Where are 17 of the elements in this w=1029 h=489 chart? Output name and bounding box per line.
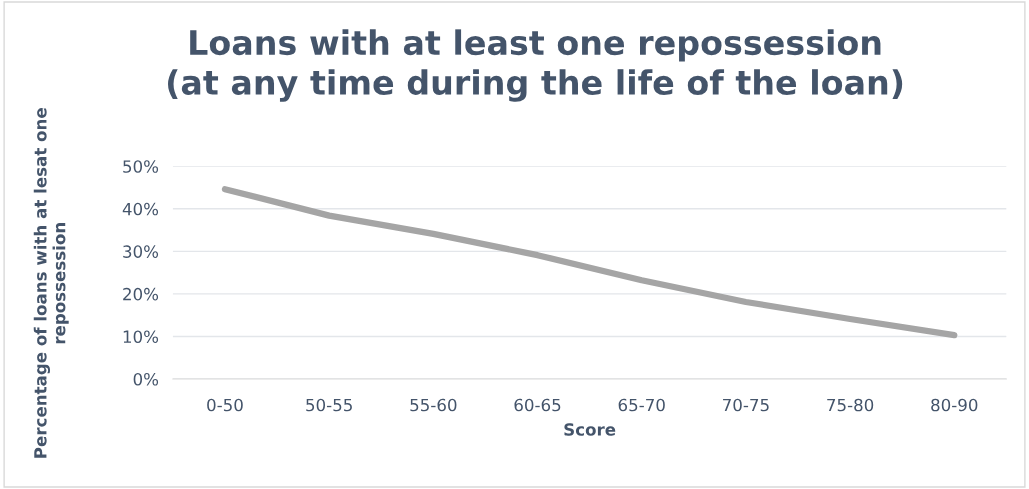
y-tick-label: 0% bbox=[133, 372, 159, 386]
y-tick-label: 50% bbox=[123, 160, 159, 173]
y-tick-label: 40% bbox=[122, 202, 159, 216]
x-tick-label: 55-60 bbox=[410, 398, 457, 412]
x-tick-label: 80-90 bbox=[931, 398, 978, 412]
x-tick-label: 50-55 bbox=[306, 398, 352, 412]
x-axis-title: Score bbox=[564, 423, 616, 436]
x-tick-label: 60-65 bbox=[514, 398, 561, 412]
x-tick-label: 75-80 bbox=[827, 398, 874, 412]
y-tick-label: 10% bbox=[123, 330, 159, 343]
y-tick-label: 30% bbox=[123, 245, 159, 258]
y-tick-label: 20% bbox=[123, 287, 159, 301]
x-tick-label: 65-70 bbox=[618, 398, 665, 412]
x-tick-label: 70-75 bbox=[723, 398, 769, 412]
chart-title: Loans with at least one repossession (at any time during the life of the loan) bbox=[168, 29, 903, 102]
x-tick-label: 0-50 bbox=[207, 398, 243, 412]
y-axis-title: Percentage of loans with at lesat one repossession bbox=[33, 108, 69, 458]
